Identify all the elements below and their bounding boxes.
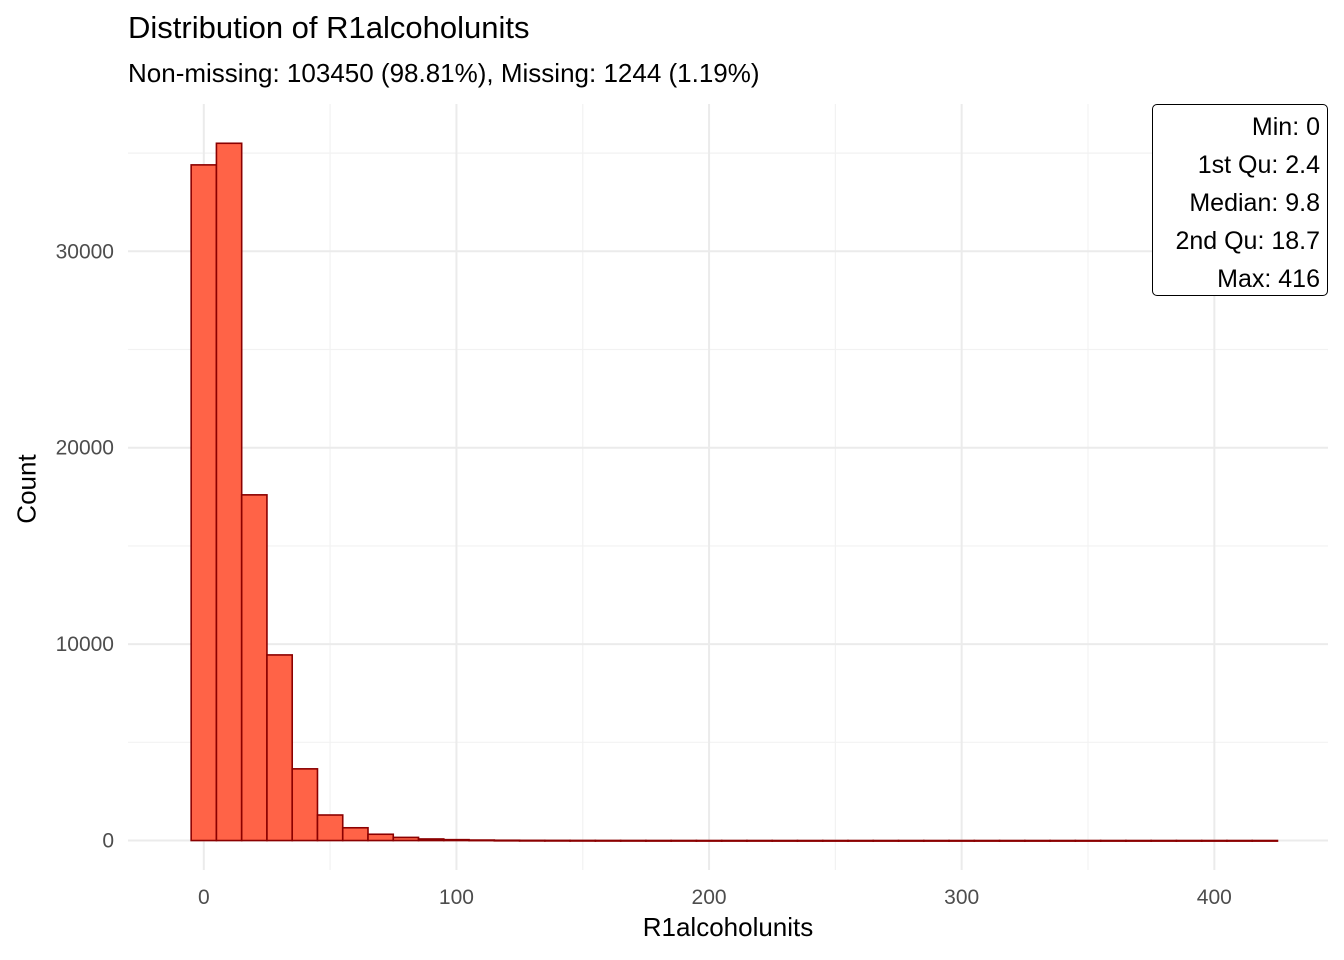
histogram-bar [215,142,243,842]
histogram-bar [973,839,1001,842]
histogram-bar [998,839,1026,842]
histogram-bar [1125,839,1152,842]
histogram-bar [190,164,218,842]
chart-subtitle: Non-missing: 103450 (98.81%), Missing: 1… [128,58,760,88]
histogram-bar [821,839,849,842]
summary-stats-box: Min: 0 1st Qu: 2.4 Median: 9.8 2nd Qu: 1… [1152,104,1328,296]
histogram-bar [771,839,799,842]
histogram-bar [316,814,344,842]
histogram-bar [1200,839,1228,842]
histogram-bar [670,839,698,842]
histogram-bar [1074,839,1102,842]
histogram-bar [1251,839,1279,842]
stat-second-quartile: 2nd Qu: 18.7 [1175,227,1320,255]
x-tick-label: 300 [944,886,979,909]
histogram-bar [341,826,369,842]
histogram-bar [1099,839,1127,842]
histogram-bar [544,839,571,842]
histogram-bar [1150,839,1178,842]
chart-title: Distribution of R1alcoholunits [128,10,530,45]
x-tick-label: 100 [439,886,474,909]
histogram-bar [1049,839,1077,842]
histogram-bar [291,768,319,842]
stat-min: Min: 0 [1251,113,1320,141]
histogram-bar [948,839,976,842]
histogram-bar [922,839,950,842]
histogram-bar [619,839,647,842]
stat-first-quartile: 1st Qu: 2.4 [1197,151,1320,179]
histogram-bar [417,838,445,842]
histogram-bar [266,654,294,842]
histogram-bar [1226,839,1254,842]
y-axis-ticks: 0 10000 20000 30000 [56,240,114,852]
histogram-bar [695,839,723,842]
x-tick-label: 400 [1197,886,1232,909]
histogram-bar [493,839,521,842]
histogram-bar [720,839,748,842]
stat-median: Median: 9.8 [1189,189,1320,217]
histogram-bar [569,839,597,842]
x-axis-ticks: 0 100 200 300 400 [198,886,1232,909]
histogram-bar [518,839,546,842]
histogram-bar [240,494,268,842]
histogram-bar [442,838,470,842]
histogram-bar [746,839,774,842]
histogram-bar [796,839,824,842]
x-tick-label: 0 [198,886,210,909]
histogram-bar [367,833,395,842]
x-axis-label: R1alcoholunits [642,912,814,942]
stat-max: Max: 416 [1217,265,1320,293]
major-gridlines [128,104,1328,870]
y-tick-label: 20000 [56,437,114,460]
minor-gridlines [128,104,1328,870]
y-tick-label: 10000 [56,633,114,656]
histogram-bar [468,839,496,842]
histogram-bar [897,839,925,842]
histogram-bars [190,142,1279,842]
histogram-bar [594,839,622,842]
x-tick-label: 200 [692,886,727,909]
histogram-bar [392,836,420,842]
y-axis-label: Count [11,454,42,524]
y-tick-label: 30000 [56,240,114,263]
y-tick-label: 0 [102,830,114,853]
histogram-bar [1024,839,1051,842]
histogram-bar [1175,839,1203,842]
histogram-bar [872,839,900,842]
histogram-bar [847,839,875,842]
histogram-bar [645,839,672,842]
